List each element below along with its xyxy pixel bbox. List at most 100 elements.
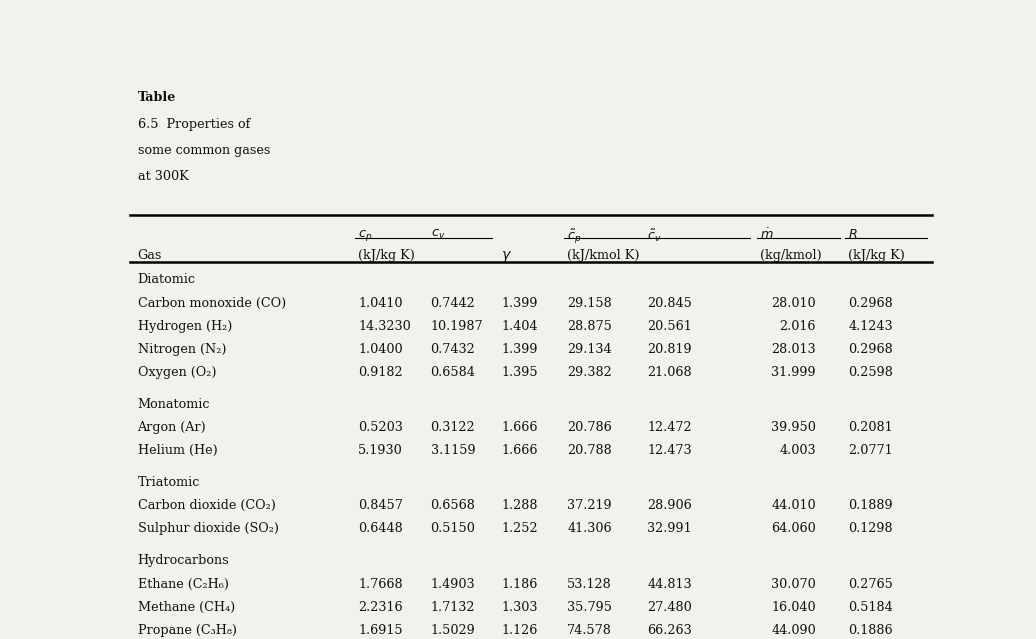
Text: 14.3230: 14.3230: [358, 320, 411, 333]
Text: 39.950: 39.950: [771, 421, 816, 434]
Text: 1.6915: 1.6915: [358, 624, 403, 637]
Text: $c_p$: $c_p$: [358, 227, 373, 243]
Text: 4.1243: 4.1243: [848, 320, 893, 333]
Text: (kJ/kg K): (kJ/kg K): [848, 249, 905, 262]
Text: 0.2968: 0.2968: [848, 343, 893, 356]
Text: 6.5  Properties of: 6.5 Properties of: [138, 118, 250, 130]
Text: 1.399: 1.399: [501, 296, 538, 310]
Text: $\tilde{c}_p$: $\tilde{c}_p$: [567, 227, 581, 246]
Text: Argon (Ar): Argon (Ar): [138, 421, 206, 434]
Text: 0.1886: 0.1886: [848, 624, 893, 637]
Text: 29.134: 29.134: [567, 343, 611, 356]
Text: $\dot{m}$: $\dot{m}$: [759, 227, 773, 242]
Text: 0.2968: 0.2968: [848, 296, 893, 310]
Text: 21.068: 21.068: [648, 366, 692, 379]
Text: Carbon dioxide (CO₂): Carbon dioxide (CO₂): [138, 499, 276, 512]
Text: 4.003: 4.003: [779, 444, 816, 458]
Text: at 300K: at 300K: [138, 170, 189, 183]
Text: (kg/kmol): (kg/kmol): [759, 249, 822, 262]
Text: Hydrocarbons: Hydrocarbons: [138, 555, 229, 567]
Text: Helium (He): Helium (He): [138, 444, 218, 458]
Text: 1.7668: 1.7668: [358, 578, 403, 590]
Text: 29.382: 29.382: [567, 366, 612, 379]
Text: 0.1298: 0.1298: [848, 523, 893, 535]
Text: Triatomic: Triatomic: [138, 476, 200, 489]
Text: 1.666: 1.666: [501, 444, 538, 458]
Text: 27.480: 27.480: [648, 601, 692, 613]
Text: 0.5150: 0.5150: [431, 523, 476, 535]
Text: Nitrogen (N₂): Nitrogen (N₂): [138, 343, 226, 356]
Text: Diatomic: Diatomic: [138, 273, 196, 286]
Text: 20.845: 20.845: [648, 296, 692, 310]
Text: 1.5029: 1.5029: [431, 624, 476, 637]
Text: 44.010: 44.010: [772, 499, 816, 512]
Text: 1.126: 1.126: [501, 624, 538, 637]
Text: 28.875: 28.875: [567, 320, 612, 333]
Text: Table: Table: [138, 91, 176, 104]
Text: 66.263: 66.263: [648, 624, 692, 637]
Text: $c_v$: $c_v$: [431, 227, 445, 241]
Text: 0.6584: 0.6584: [431, 366, 476, 379]
Text: 1.4903: 1.4903: [431, 578, 476, 590]
Text: 1.0400: 1.0400: [358, 343, 403, 356]
Text: 41.306: 41.306: [567, 523, 611, 535]
Text: 28.906: 28.906: [648, 499, 692, 512]
Text: Propane (C₃H₈): Propane (C₃H₈): [138, 624, 236, 637]
Text: 12.472: 12.472: [648, 421, 692, 434]
Text: 2.016: 2.016: [779, 320, 816, 333]
Text: 20.786: 20.786: [567, 421, 612, 434]
Text: 28.013: 28.013: [772, 343, 816, 356]
Text: 37.219: 37.219: [567, 499, 611, 512]
Text: 5.1930: 5.1930: [358, 444, 403, 458]
Text: Methane (CH₄): Methane (CH₄): [138, 601, 235, 613]
Text: 30.070: 30.070: [771, 578, 816, 590]
Text: 1.7132: 1.7132: [431, 601, 476, 613]
Text: some common gases: some common gases: [138, 144, 270, 157]
Text: Oxygen (O₂): Oxygen (O₂): [138, 366, 217, 379]
Text: 0.8457: 0.8457: [358, 499, 403, 512]
Text: 1.399: 1.399: [501, 343, 538, 356]
Text: 2.0771: 2.0771: [848, 444, 893, 458]
Text: 0.3122: 0.3122: [431, 421, 476, 434]
Text: 1.186: 1.186: [501, 578, 538, 590]
Text: 28.010: 28.010: [772, 296, 816, 310]
Text: 1.404: 1.404: [501, 320, 538, 333]
Text: 0.7432: 0.7432: [431, 343, 476, 356]
Text: Ethane (C₂H₆): Ethane (C₂H₆): [138, 578, 229, 590]
Text: 0.9182: 0.9182: [358, 366, 403, 379]
Text: (kJ/kmol K): (kJ/kmol K): [567, 249, 639, 262]
Text: 44.813: 44.813: [648, 578, 692, 590]
Text: 1.288: 1.288: [501, 499, 538, 512]
Text: 31.999: 31.999: [772, 366, 816, 379]
Text: $R$: $R$: [848, 227, 858, 241]
Text: Hydrogen (H₂): Hydrogen (H₂): [138, 320, 232, 333]
Text: Sulphur dioxide (SO₂): Sulphur dioxide (SO₂): [138, 523, 279, 535]
Text: 35.795: 35.795: [567, 601, 612, 613]
Text: 16.040: 16.040: [772, 601, 816, 613]
Text: 0.5203: 0.5203: [358, 421, 403, 434]
Text: Carbon monoxide (CO): Carbon monoxide (CO): [138, 296, 286, 310]
Text: 0.2765: 0.2765: [848, 578, 893, 590]
Text: 20.788: 20.788: [567, 444, 612, 458]
Text: 20.819: 20.819: [648, 343, 692, 356]
Text: 29.158: 29.158: [567, 296, 612, 310]
Text: 64.060: 64.060: [771, 523, 816, 535]
Text: 0.5184: 0.5184: [848, 601, 893, 613]
Text: 1.0410: 1.0410: [358, 296, 403, 310]
Text: 10.1987: 10.1987: [431, 320, 483, 333]
Text: 53.128: 53.128: [567, 578, 612, 590]
Text: (kJ/kg K): (kJ/kg K): [358, 249, 415, 262]
Text: 20.561: 20.561: [648, 320, 692, 333]
Text: 44.090: 44.090: [771, 624, 816, 637]
Text: 3.1159: 3.1159: [431, 444, 476, 458]
Text: $\gamma$: $\gamma$: [501, 249, 512, 264]
Text: 0.2598: 0.2598: [848, 366, 893, 379]
Text: 1.252: 1.252: [501, 523, 538, 535]
Text: 0.7442: 0.7442: [431, 296, 476, 310]
Text: 32.991: 32.991: [648, 523, 692, 535]
Text: 1.666: 1.666: [501, 421, 538, 434]
Text: 0.6448: 0.6448: [358, 523, 403, 535]
Text: 74.578: 74.578: [567, 624, 612, 637]
Text: 1.303: 1.303: [501, 601, 538, 613]
Text: 0.1889: 0.1889: [848, 499, 893, 512]
